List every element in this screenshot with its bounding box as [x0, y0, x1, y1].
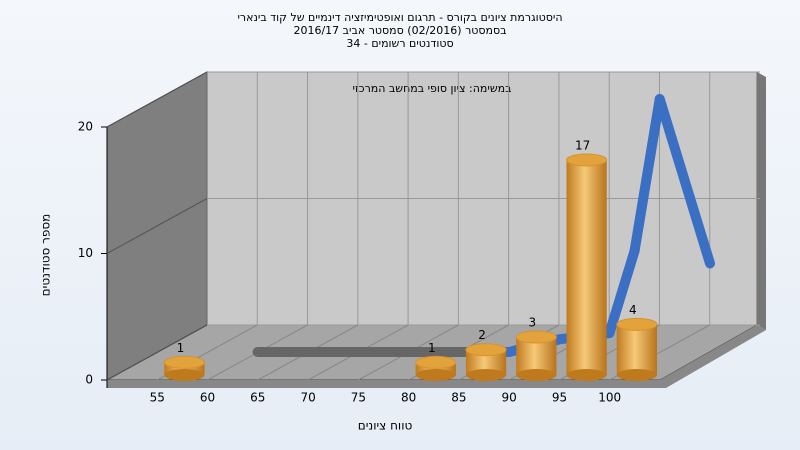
x-tick-label: 70: [300, 391, 315, 405]
y-axis-label: מספר סטודנטים: [39, 214, 53, 297]
wall-edge: [757, 72, 766, 330]
bar: [616, 324, 657, 375]
chart-title: היסטוגרמת ציונים בקורס - תרגום ואופטימיז…: [237, 11, 562, 24]
x-tick-label: 55: [150, 391, 165, 405]
data-label: 1: [428, 341, 436, 355]
y-tick-label: 10: [78, 246, 93, 260]
floor-edge: [107, 325, 766, 388]
bar-top: [415, 355, 457, 369]
x-tick-label: 90: [502, 391, 517, 405]
bar-base: [415, 369, 456, 381]
grid-line: [106, 71, 208, 128]
bar: [566, 159, 607, 375]
bar-base: [465, 369, 507, 381]
y-tick-label: 20: [78, 120, 93, 134]
bar-top: [163, 355, 206, 369]
data-label: 17: [575, 138, 590, 152]
data-label: 1: [177, 341, 185, 355]
x-tick-label: 75: [351, 391, 366, 405]
annotation: במשימה: ציון סופי במחשב המרכזי: [352, 82, 511, 95]
x-tick-label: 85: [451, 391, 466, 405]
bar-base: [566, 369, 607, 381]
chart-subtitle: סטודנטים רשומים - 34: [346, 37, 453, 50]
data-label: 2: [478, 328, 486, 342]
bar-base: [516, 369, 557, 381]
grid-line: [106, 198, 208, 254]
x-tick-label: 100: [598, 391, 621, 405]
chart-subtitle: בסמסטר (02/2016) סמסטר אביב 2016/17: [293, 24, 506, 37]
bar-base: [164, 369, 205, 381]
x-tick-label: 80: [401, 391, 416, 405]
line-segment: [604, 245, 640, 339]
data-label: 4: [629, 303, 637, 317]
bar-top: [465, 343, 507, 357]
x-tick-label: 95: [552, 391, 567, 405]
x-axis-label: טווח ציונים: [358, 419, 413, 433]
bar-base: [616, 369, 657, 381]
x-tick-label: 60: [200, 391, 215, 405]
bar-top: [515, 330, 557, 344]
bar-top: [616, 317, 658, 331]
x-tick-label: 65: [250, 391, 265, 405]
y-tick-label: 0: [85, 373, 93, 387]
data-label: 3: [528, 316, 536, 330]
bar-top: [565, 153, 608, 167]
line-segment: [654, 94, 715, 269]
line-segment: [629, 94, 665, 256]
grid-line: [106, 324, 208, 381]
